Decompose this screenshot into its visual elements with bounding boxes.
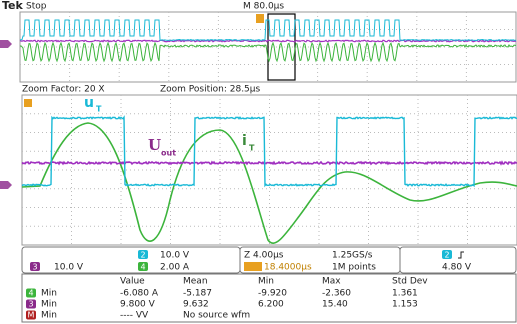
- badge-text: M: [28, 311, 35, 320]
- measure-value: -5.187: [183, 289, 212, 299]
- badge-text: 3: [28, 300, 33, 309]
- ch-scale: 10.0 V: [160, 251, 190, 261]
- badge-text: 4: [140, 263, 145, 272]
- measure-label: Min: [41, 289, 57, 299]
- status: Stop: [26, 2, 47, 12]
- trigger-marker: [256, 14, 264, 23]
- ch-scale: 10.0 V: [54, 263, 84, 273]
- trigger-level: 4.80 V: [442, 263, 472, 273]
- measure-value: 9.632: [183, 300, 209, 310]
- display: Tek Stop M 80.0µs Zoom Factor: 20 X Zoom…: [0, 0, 517, 324]
- measure-label: Min: [41, 311, 57, 321]
- badge-text: 3: [32, 263, 37, 272]
- uout-sub: out: [161, 149, 176, 158]
- badge-text: 2: [140, 251, 145, 260]
- ch-marker: [0, 181, 12, 189]
- measure-value: 1.153: [392, 300, 418, 310]
- u-label: u: [84, 95, 94, 111]
- i-label: i: [242, 133, 247, 149]
- zoom-scale: Z 4.00µs: [244, 251, 284, 261]
- measure-label: Min: [41, 300, 57, 310]
- measure-value: -9.920: [258, 289, 287, 299]
- trigger-pos: 18.4000µs: [264, 263, 312, 273]
- record-length: 1M points: [332, 263, 376, 273]
- measure-value: -2.360: [322, 289, 351, 299]
- measure-value: 1.361: [392, 289, 418, 299]
- measure-header: Min: [258, 277, 274, 287]
- uout-label: U: [148, 136, 161, 154]
- i-sub: T: [249, 144, 255, 153]
- measure-header: Mean: [183, 277, 208, 287]
- timebase: M 80.0µs: [243, 2, 284, 12]
- oscilloscope-screen: Tek Stop M 80.0µs Zoom Factor: 20 X Zoom…: [0, 0, 517, 324]
- measure-value: No source wfm: [183, 311, 250, 321]
- badge-text: 4: [28, 289, 33, 298]
- sample-rate: 1.25GS/s: [332, 251, 373, 261]
- brand: Tek: [2, 0, 24, 12]
- measure-value: 9.800 V: [120, 300, 156, 310]
- measure-value: 6.200: [258, 300, 284, 310]
- zoom-factor: Zoom Factor: 20 X: [22, 85, 105, 95]
- measure-header: Value: [120, 277, 145, 287]
- u-sub: T: [96, 105, 102, 114]
- zoom-position: Zoom Position: 28.5µs: [160, 85, 261, 95]
- ch-scale: 2.00 A: [160, 263, 190, 273]
- trigger-pos-icon: [244, 262, 262, 271]
- measure-value: -6.080 A: [120, 289, 159, 299]
- trigger-marker: [24, 99, 32, 107]
- measure-header: Max: [322, 277, 341, 287]
- measure-value: 15.40: [322, 300, 348, 310]
- measure-value: ---- VV: [120, 311, 149, 321]
- measure-header: Std Dev: [392, 277, 428, 287]
- badge-text: 2: [444, 251, 449, 260]
- ch-marker: [0, 40, 12, 48]
